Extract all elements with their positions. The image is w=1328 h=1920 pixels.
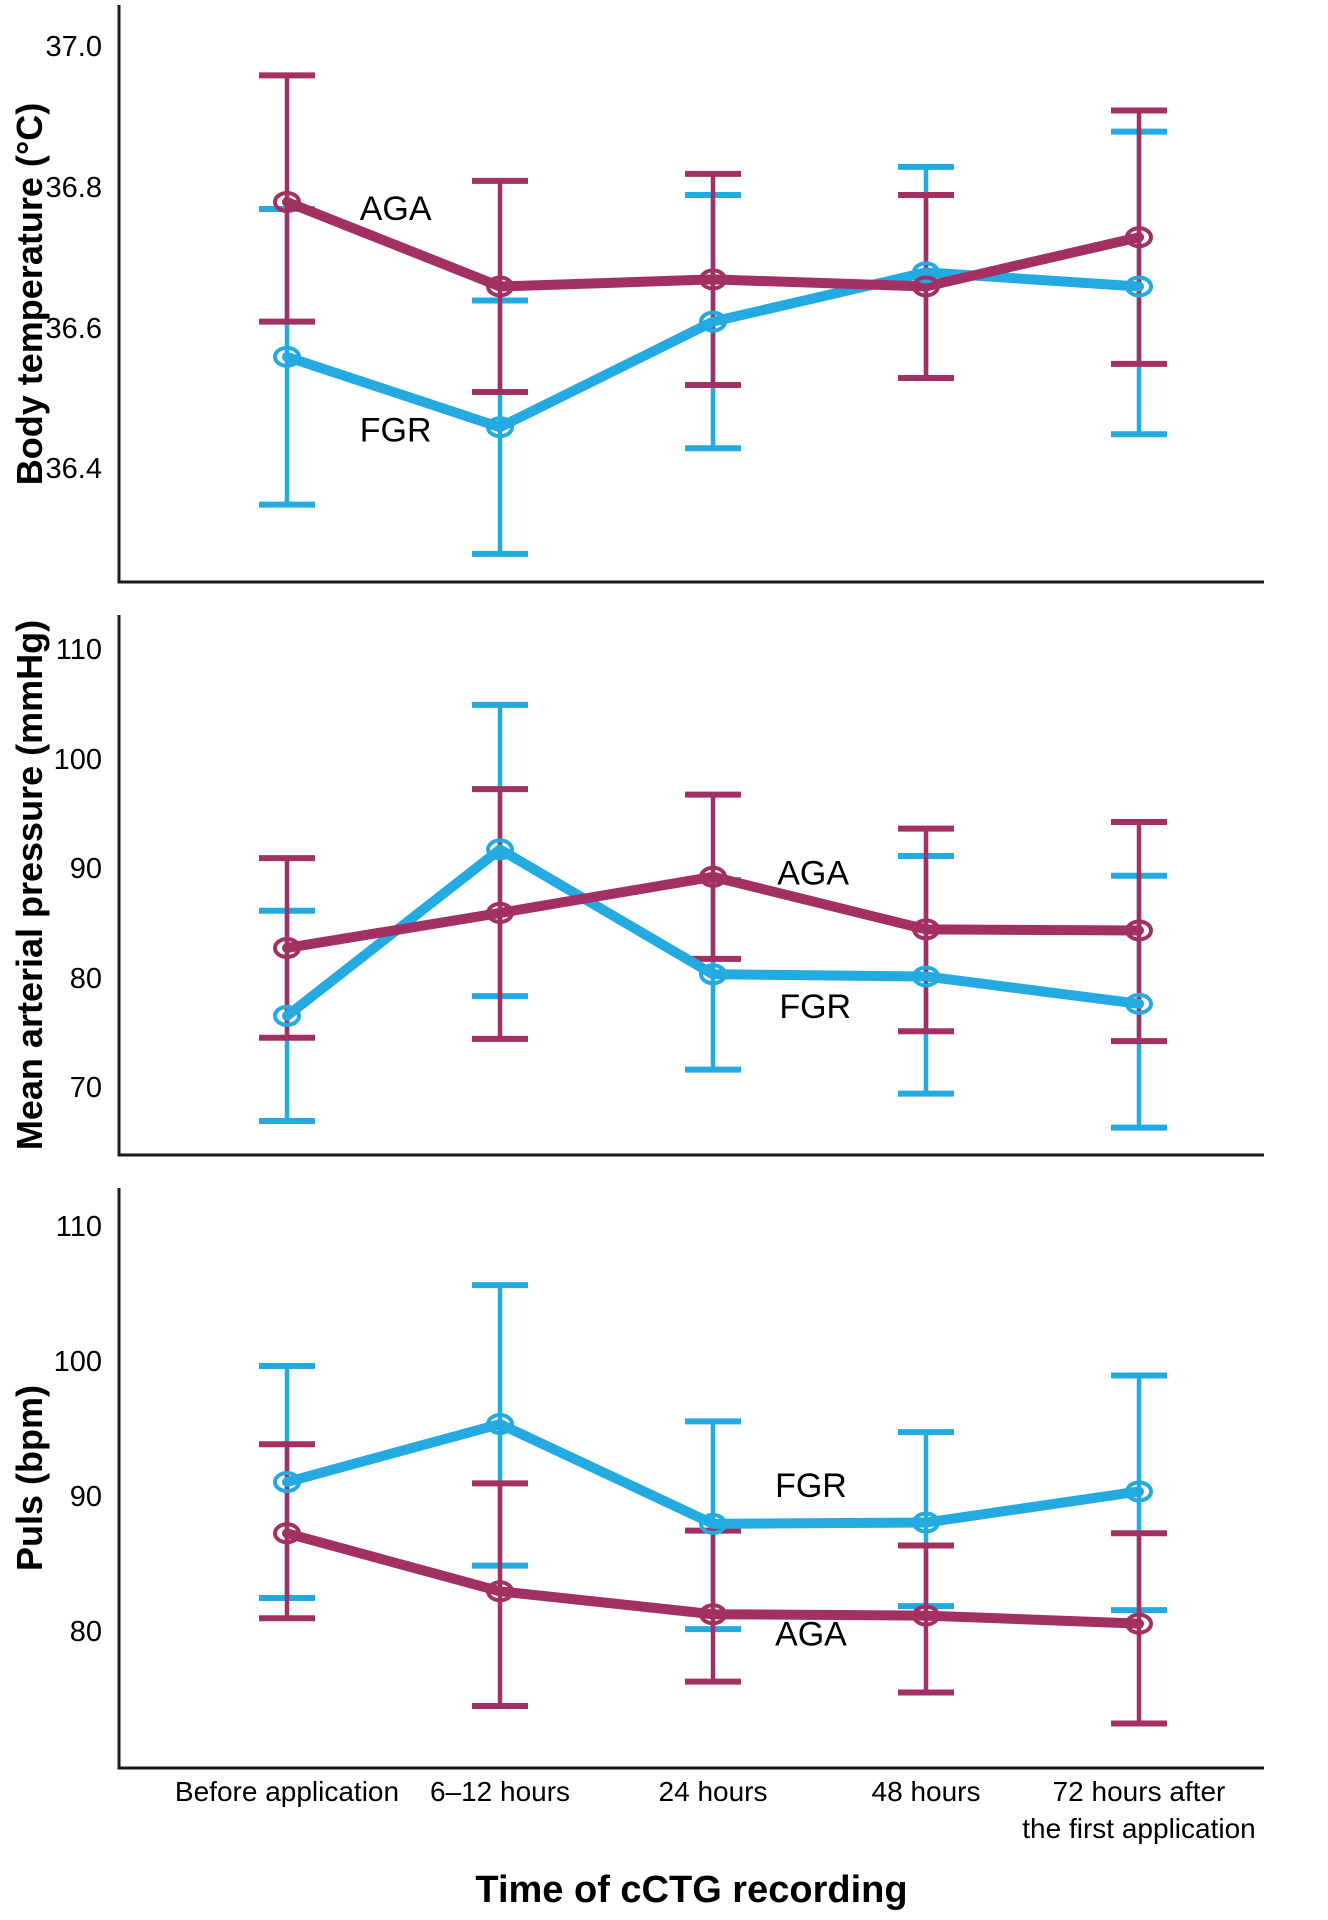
data-point-marker-aga — [699, 865, 727, 888]
data-point-marker-aga — [912, 275, 940, 298]
y-tick-label: 110 — [55, 1211, 102, 1244]
series-label-fgr: FGR — [779, 988, 851, 1026]
data-point-marker-fgr — [699, 963, 727, 986]
plot-body-temperature: AGA FGR — [117, 5, 1264, 584]
data-point-marker-fgr — [486, 1413, 514, 1436]
series-label-fgr: FGR — [360, 412, 432, 450]
data-point-marker-fgr — [486, 838, 514, 861]
data-point-marker-aga — [1125, 919, 1153, 942]
x-tick-label: 48 hours — [871, 1776, 981, 1807]
data-point-marker-fgr — [912, 965, 940, 988]
series-label-aga: AGA — [360, 190, 432, 228]
data-point-marker-aga — [1125, 1612, 1153, 1635]
panel-body-temperature: Body temperature (°C) AGA FGR 37.0 36.8 36.… — [0, 5, 1328, 584]
data-point-marker-aga — [486, 1580, 514, 1603]
y-tick-label: 80 — [69, 1615, 102, 1648]
data-point-marker-aga — [486, 275, 514, 298]
panel-puls: Puls (bpm) FGR AGA 110 100 90 80 — [0, 1188, 1328, 1770]
data-point-marker-fgr — [699, 310, 727, 333]
series-line-fgr — [282, 267, 1144, 433]
data-point-marker-aga — [273, 1522, 301, 1545]
axis-line — [117, 615, 1264, 1157]
data-point-marker-fgr — [1125, 1480, 1153, 1503]
data-point-marker-fgr — [1125, 992, 1153, 1015]
x-tick-label: 6–12 hours — [429, 1776, 571, 1807]
data-point-marker-aga — [1125, 226, 1153, 249]
data-point-marker-fgr — [273, 1004, 301, 1027]
x-axis-title: Time of cCTG recording — [475, 1869, 908, 1911]
series-label-aga: AGA — [777, 854, 849, 892]
data-point-marker-fgr — [699, 1512, 727, 1535]
axis-line — [117, 5, 1264, 584]
data-point-marker-aga — [699, 268, 727, 291]
plot-puls: FGR AGA — [117, 1188, 1264, 1770]
x-tick-label: 24 hours — [658, 1776, 768, 1807]
series-line-fgr — [282, 1419, 1144, 1529]
data-point-marker-aga — [273, 191, 301, 214]
series-line-fgr — [282, 844, 1144, 1021]
x-tick-label: 72 hours after the first application — [1022, 1776, 1256, 1844]
data-point-marker-aga — [273, 936, 301, 959]
y-tick-label: 70 — [69, 1072, 102, 1105]
series-line-aga — [282, 197, 1144, 292]
series-line-aga — [282, 1528, 1144, 1629]
data-point-marker-fgr — [486, 416, 514, 439]
y-tick-label: 100 — [53, 1346, 102, 1378]
data-point-marker-fgr — [912, 261, 940, 284]
y-tick-label: 90 — [69, 853, 102, 886]
y-tick-label: 80 — [69, 962, 102, 995]
data-point-marker-fgr — [912, 1511, 940, 1534]
series-line-aga — [282, 871, 1144, 953]
data-point-marker-fgr — [273, 1471, 301, 1494]
data-point-marker-aga — [912, 1604, 940, 1627]
y-tick-label: 110 — [55, 634, 102, 667]
data-point-marker-fgr — [1125, 275, 1153, 298]
data-point-marker-fgr — [273, 345, 301, 368]
y-tick-label: 37.0 — [45, 31, 102, 64]
series-label-aga: AGA — [775, 1615, 847, 1653]
axis-line — [117, 1188, 1264, 1770]
plot-mean-arterial-pressure: AGA FGR — [117, 615, 1264, 1157]
data-point-marker-aga — [486, 901, 514, 924]
y-tick-label: 36.4 — [45, 453, 102, 486]
series-label-fgr: FGR — [775, 1467, 847, 1505]
x-tick-label: Before application — [174, 1776, 400, 1807]
data-point-marker-aga — [912, 918, 940, 941]
y-tick-label: 36.8 — [45, 171, 102, 204]
data-point-marker-aga — [699, 1603, 727, 1626]
y-tick-label: 36.6 — [45, 312, 102, 345]
y-tick-label: 90 — [69, 1480, 102, 1513]
panel-mean-arterial-pressure: Mean arterial pressure (mmHg) AGA FGR 110… — [0, 615, 1328, 1157]
y-tick-label: 100 — [53, 743, 102, 776]
